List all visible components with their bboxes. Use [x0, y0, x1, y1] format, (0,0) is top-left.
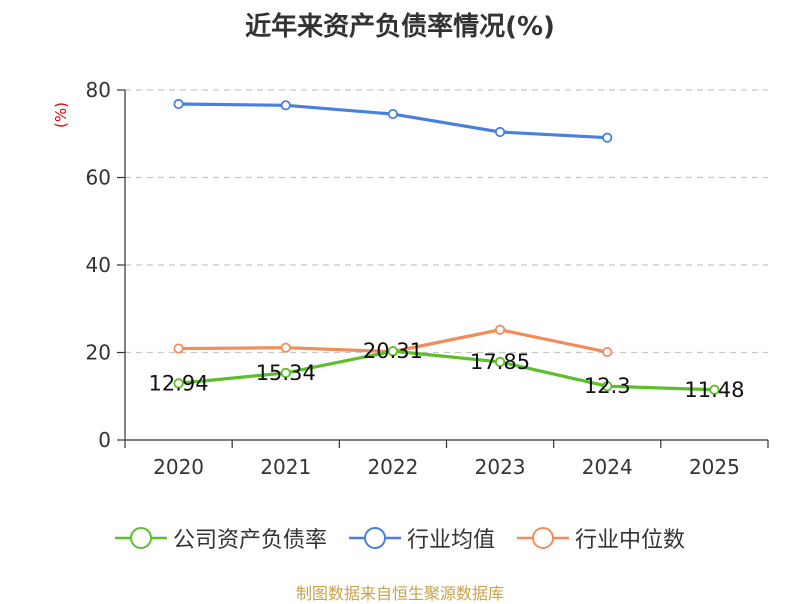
data-point [387, 346, 399, 357]
y-tick-label: 40 [86, 253, 111, 277]
data-point [173, 343, 184, 354]
data-point [280, 342, 291, 353]
x-tick-label: 2021 [260, 455, 311, 479]
x-tick-label: 2022 [367, 455, 418, 479]
data-point [280, 100, 291, 111]
data-point [602, 132, 613, 143]
grid-layer [125, 89, 768, 354]
data-label: 11.48 [684, 378, 744, 402]
data-point [709, 384, 720, 395]
y-tick-label: 0 [98, 428, 111, 452]
x-tick-label: 2020 [153, 455, 204, 479]
data-point [173, 98, 184, 110]
chart-title: 近年来资产负债率情况(%) [245, 12, 555, 42]
legend-item[interactable]: 行业均值 [348, 522, 495, 554]
series-layer [173, 98, 720, 395]
legend-label: 行业均值 [406, 528, 495, 553]
data-point [494, 126, 506, 138]
data-point [173, 378, 184, 389]
legend-swatch-marker [532, 527, 554, 549]
x-tick-label: 2023 [475, 455, 526, 479]
data-label: 15.34 [256, 361, 316, 385]
legend-label: 公司资产负债率 [172, 528, 327, 553]
data-point [387, 108, 399, 120]
data-point [280, 367, 291, 378]
legend: 公司资产负债率 行业均值 行业中位数 [0, 522, 800, 554]
legend-swatch-marker [363, 527, 386, 549]
data-label-layer: 12.94 15.34 20.31 17.85 12.3 11.48 [149, 339, 745, 402]
y-tick-label: 80 [86, 78, 111, 102]
legend-label: 行业中位数 [575, 528, 686, 553]
data-label: 12.3 [584, 374, 631, 398]
y-tick-label: 60 [86, 166, 111, 190]
data-point [494, 324, 506, 335]
x-tick-label: 2025 [689, 455, 740, 479]
data-point [602, 346, 613, 358]
data-label: 20.31 [363, 339, 423, 363]
y-tick-label: 20 [86, 341, 111, 365]
legend-swatch-marker [129, 527, 152, 549]
source-note: 制图数据来自恒生聚源数据库 [295, 584, 504, 603]
legend-swatch [348, 527, 401, 549]
legend-swatch [517, 527, 569, 549]
x-tick-label: 2024 [582, 455, 633, 479]
data-label: 12.94 [149, 371, 209, 395]
series-line-0 [178, 349, 715, 392]
legend-swatch [114, 527, 167, 549]
axis-layer: 0 20 40 60 80 2020 2021 2022 2023 2024 2025 [86, 78, 769, 479]
data-label: 17.85 [470, 350, 530, 374]
legend-item[interactable]: 行业中位数 [517, 522, 685, 554]
data-point [494, 356, 506, 368]
data-point [602, 381, 613, 392]
legend-item[interactable]: 公司资产负债率 [114, 522, 327, 554]
